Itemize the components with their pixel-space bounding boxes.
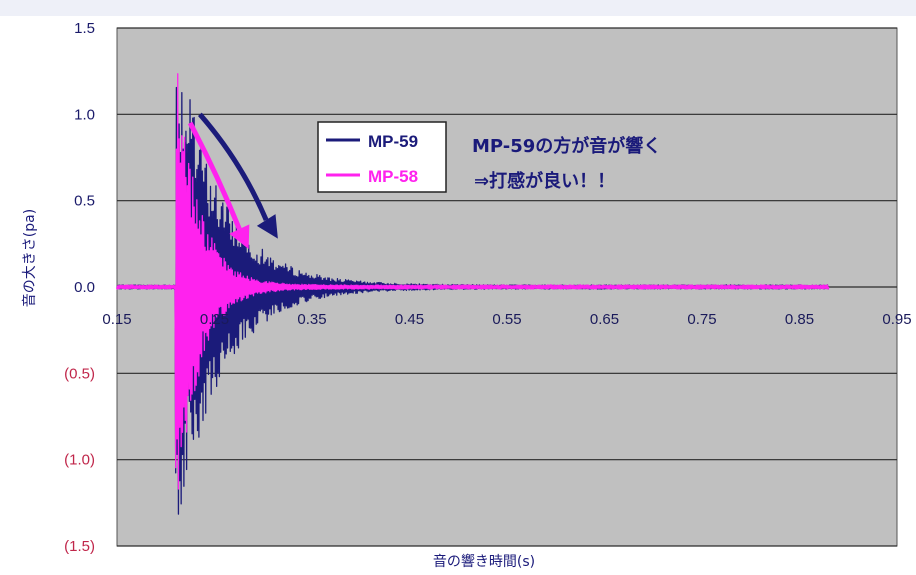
x-tick-labels: 0.15 0.25 0.35 0.45 0.55 0.65 0.75 0.85 0.95	[102, 311, 911, 328]
y-tick-label: (0.5)	[64, 365, 95, 382]
arrows	[187, 112, 278, 250]
x-tick-label: 0.25	[200, 311, 229, 328]
grid-lines	[117, 27, 897, 547]
y-tick-label: 1.0	[74, 106, 95, 123]
arrow-head	[229, 224, 250, 250]
x-axis-title: 音の響き時間(s)	[433, 553, 535, 570]
legend-label-mp59: MP-59	[368, 132, 418, 151]
legend-label-mp58: MP-58	[368, 167, 418, 186]
y-tick-labels: 1.5 1.0 0.5 0.0 (0.5) (1.0) (1.5)	[64, 20, 95, 555]
x-tick-label: 0.95	[882, 311, 911, 328]
x-tick-label: 0.55	[492, 311, 521, 328]
x-tick-label: 0.15	[102, 311, 131, 328]
y-tick-label: 0.5	[74, 193, 95, 210]
y-tick-label: (1.0)	[64, 452, 95, 469]
x-tick-label: 0.45	[395, 311, 424, 328]
arrow-shaft	[187, 121, 242, 230]
arrow-shaft	[197, 112, 269, 221]
x-tick-label: 0.65	[590, 311, 619, 328]
annotation-line-1: MP-59の方が音が響く	[472, 135, 661, 157]
legend: MP-59 MP-58	[317, 121, 447, 193]
y-tick-label: 1.5	[74, 20, 95, 37]
page-top-band	[0, 0, 916, 16]
x-tick-label: 0.35	[297, 311, 326, 328]
x-tick-label: 0.85	[785, 311, 814, 328]
y-tick-label: 0.0	[74, 279, 95, 296]
y-axis-title: 音の大きさ(pa)	[21, 209, 38, 307]
legend-box	[317, 121, 447, 193]
series-line-mp-58	[116, 73, 830, 490]
y-tick-label: (1.5)	[64, 538, 95, 555]
annotation-line-2: ⇒打感が良い！！	[474, 170, 615, 192]
arrow-head	[256, 214, 278, 239]
x-tick-label: 0.75	[687, 311, 716, 328]
